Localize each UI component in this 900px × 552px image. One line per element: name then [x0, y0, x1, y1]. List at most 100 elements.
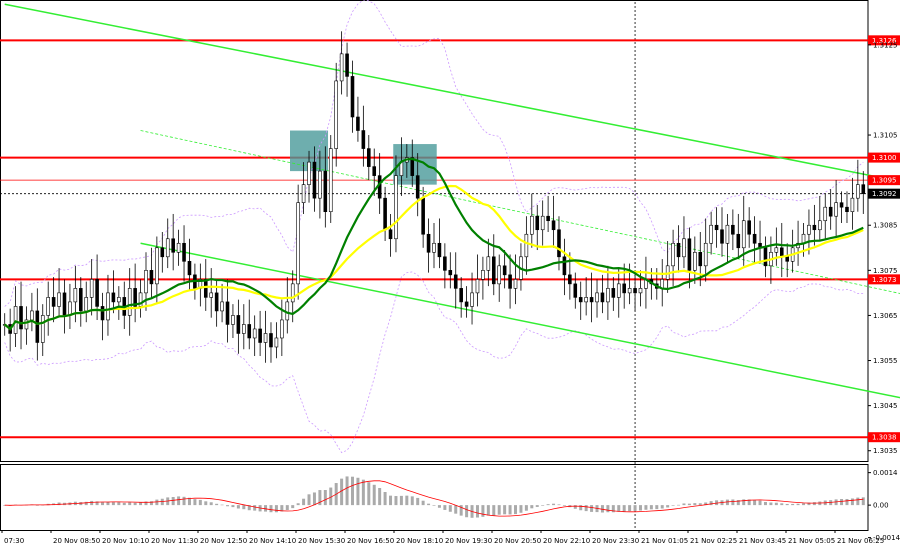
candle-body: [24, 319, 29, 330]
macd-bar: [557, 504, 561, 506]
macd-bar: [448, 505, 452, 512]
candle-body: [464, 301, 469, 307]
macd-bar: [725, 499, 729, 506]
candle-body: [46, 297, 50, 316]
macd-bar: [611, 505, 615, 513]
x-tick-label: 20 Nov 20:50: [494, 537, 541, 545]
candle-body: [350, 76, 355, 118]
macd-bar: [492, 505, 496, 516]
candle-body: [698, 251, 703, 267]
macd-bar: [514, 505, 518, 515]
price-tag-box: [868, 188, 900, 199]
x-tick-label: 20 Nov 12:50: [200, 537, 247, 545]
macd-bar: [508, 505, 512, 515]
macd-bar: [177, 496, 181, 506]
candle-body: [611, 288, 616, 298]
y-tick-label: 1.3105: [873, 132, 898, 140]
y-tick-label: 1.3075: [873, 267, 898, 275]
bollinger-bands: [4, 0, 864, 454]
candle-body: [19, 306, 23, 330]
macd-bar: [231, 505, 235, 508]
macd-bar: [84, 501, 88, 506]
candle-body: [703, 242, 708, 267]
macd-bar: [253, 505, 257, 511]
macd-bar: [524, 505, 528, 511]
moving-averages: [4, 157, 864, 331]
y-tick-label: 1.3055: [873, 357, 898, 365]
price-tag-label: 1.3073: [872, 276, 897, 284]
candle-body: [236, 315, 241, 334]
macd-bar: [459, 505, 463, 516]
candle-body: [557, 229, 561, 258]
macd-bar: [187, 497, 191, 506]
candle-body: [144, 270, 148, 294]
candle-body: [709, 224, 713, 244]
macd-bar: [541, 505, 545, 506]
price-tag-box: [868, 274, 900, 285]
x-tick-label: 20 Nov 23:30: [592, 537, 639, 545]
macd-bar: [454, 505, 458, 514]
macd-bar: [171, 497, 175, 506]
candle-body: [203, 279, 208, 298]
candle-body: [714, 224, 719, 231]
candle-body: [171, 238, 175, 253]
macd-bar: [861, 497, 865, 506]
candle-body: [763, 247, 768, 267]
candle-body: [448, 270, 453, 276]
candle-body: [247, 324, 252, 339]
candle-body: [834, 202, 838, 217]
macd-bar: [709, 501, 713, 506]
candle-body: [486, 256, 491, 271]
x-tick-label: 21 Nov 03:45: [739, 537, 786, 545]
candle-body: [68, 301, 72, 316]
macd-bar: [372, 484, 376, 506]
macd-bar: [247, 505, 251, 511]
candle-body: [78, 288, 83, 312]
candle-body: [307, 161, 311, 185]
macd-bar: [486, 505, 490, 516]
candle-body: [111, 292, 116, 303]
macd-bar: [535, 505, 539, 507]
channel-lower: [140, 242, 900, 399]
macd-bar: [95, 501, 99, 506]
trend-channel: [4, 3, 900, 399]
bollinger-upper: [4, 0, 864, 307]
candle-body: [671, 242, 675, 267]
candle-body: [100, 306, 105, 321]
price-tag-label: 1.3092: [872, 190, 897, 198]
candle-body: [600, 292, 605, 303]
channel-mid: [140, 130, 900, 294]
x-tick-label: 20 Nov 22:10: [543, 537, 590, 545]
macd-bar: [644, 505, 648, 510]
macd-bar: [606, 505, 610, 513]
candle-body: [35, 310, 40, 343]
y-tick-label: 1.3085: [873, 222, 898, 230]
candle-body: [807, 224, 811, 235]
candle-body: [741, 220, 746, 249]
macd-bar: [389, 495, 393, 506]
price-tag-box: [868, 432, 900, 443]
macd-panel-border: [0, 464, 869, 531]
candle-body: [589, 297, 594, 303]
macd-bar: [345, 476, 349, 506]
candle-body: [616, 283, 621, 298]
candle-body: [328, 148, 333, 213]
macd-bar: [285, 505, 289, 511]
macd-bar: [742, 499, 746, 506]
candle-body: [774, 247, 779, 253]
candle-body: [280, 319, 284, 339]
candle-body: [595, 292, 599, 303]
x-tick-label: 20 Nov 18:10: [396, 537, 443, 545]
candle-body: [57, 292, 61, 307]
y-tick-label: 1.3065: [873, 312, 898, 320]
macd-bar: [432, 505, 436, 506]
macd-bar: [850, 498, 854, 506]
candle-body: [209, 292, 214, 298]
macd-bar: [383, 492, 387, 506]
macd-bar: [209, 502, 213, 506]
macd-bar: [242, 505, 246, 510]
candle-body: [779, 247, 784, 258]
macd-bar: [378, 488, 382, 506]
candle-body: [720, 229, 724, 244]
macd-bar: [57, 502, 61, 506]
